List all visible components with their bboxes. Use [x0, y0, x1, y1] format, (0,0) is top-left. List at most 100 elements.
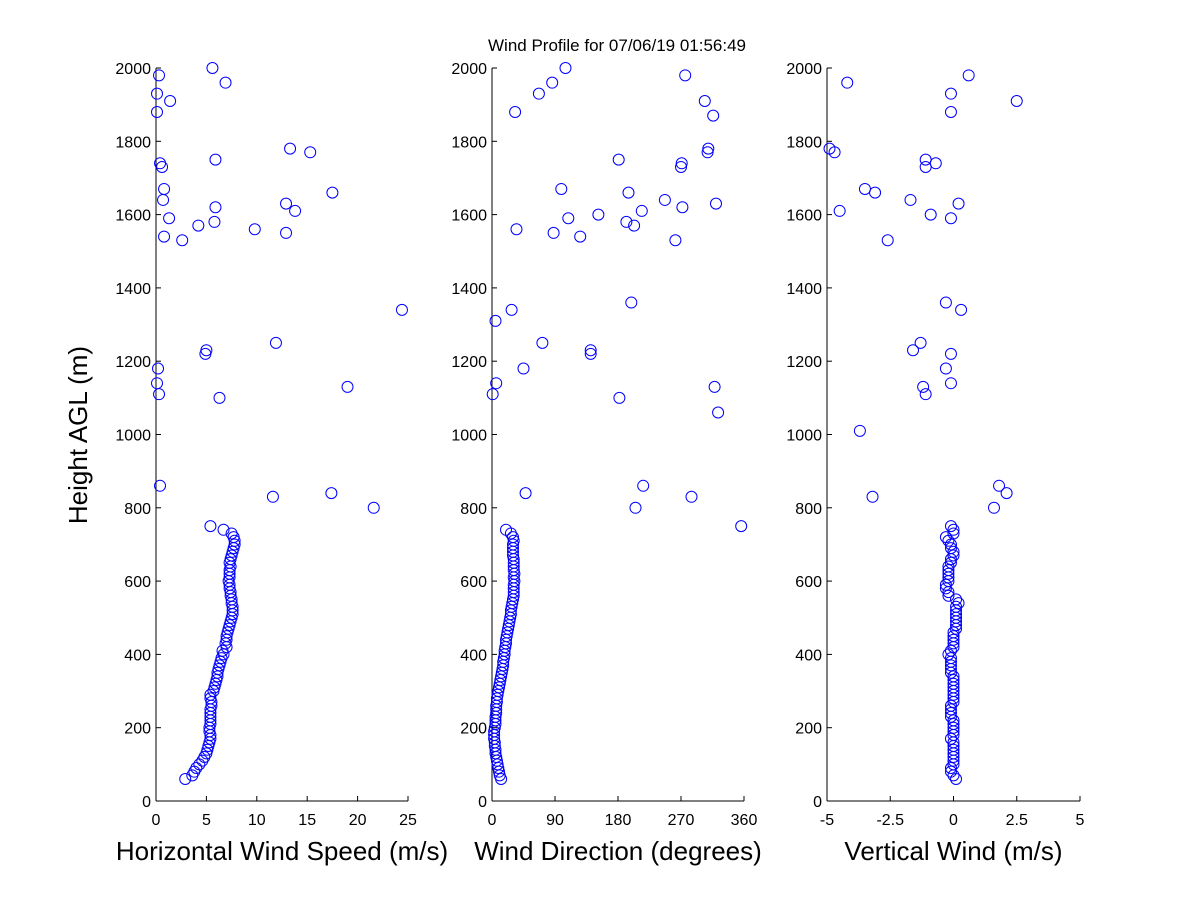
- data-point: [676, 201, 689, 214]
- data-point: [158, 182, 171, 195]
- data-point: [559, 62, 572, 74]
- data-point: [269, 336, 282, 349]
- data-point: [944, 762, 957, 775]
- y-tick-label: 1600: [451, 208, 487, 225]
- data-point: [625, 296, 638, 309]
- data-point: [266, 490, 279, 503]
- data-point: [157, 193, 170, 206]
- y-tick-label: 0: [813, 794, 822, 811]
- data-point: [341, 380, 354, 393]
- data-point: [486, 388, 499, 401]
- data-point: [907, 344, 920, 357]
- data-point: [289, 204, 302, 217]
- data-point: [500, 523, 512, 536]
- data-point: [708, 380, 721, 393]
- data-point: [939, 296, 952, 309]
- data-point: [546, 76, 559, 89]
- data-point: [207, 685, 220, 698]
- data-point: [944, 542, 957, 555]
- x-tick-label: 180: [605, 812, 632, 829]
- y-tick-label: 2000: [115, 61, 151, 78]
- x-tick-label: 0: [152, 812, 161, 829]
- data-point: [154, 479, 167, 492]
- data-point: [217, 648, 230, 661]
- y-tick-label: 1200: [451, 354, 487, 371]
- data-point: [952, 197, 965, 210]
- data-point: [510, 223, 523, 236]
- data-point: [869, 186, 882, 199]
- panel-1: 0 200 400 600 800 1000 1200 1400 1600 1800 2000 0 5 1…: [115, 61, 448, 866]
- data-point: [151, 377, 164, 390]
- x-tick-label: 20: [349, 812, 367, 829]
- data-point: [509, 105, 522, 118]
- data-point: [947, 769, 960, 782]
- y-tick-label: 400: [460, 647, 487, 664]
- data-point: [881, 234, 894, 247]
- data-point: [224, 615, 237, 628]
- data-point: [613, 391, 626, 404]
- data-point: [612, 153, 625, 166]
- x-tick-label: 360: [731, 812, 758, 829]
- data-point: [221, 626, 234, 639]
- data-point: [950, 593, 963, 606]
- data-point: [944, 105, 957, 118]
- data-point: [947, 626, 960, 639]
- data-point: [199, 347, 212, 360]
- y-tick-label: 1000: [115, 428, 151, 445]
- data-point: [712, 406, 725, 419]
- data-point: [163, 212, 176, 225]
- data-point: [209, 201, 222, 214]
- data-point: [1010, 94, 1023, 107]
- x-axis-label: Horizontal Wind Speed (m/s): [116, 836, 448, 866]
- data-point: [823, 142, 836, 155]
- data-point: [504, 527, 517, 540]
- data-point: [944, 732, 957, 745]
- data-point: [944, 699, 957, 712]
- data-point: [219, 76, 232, 89]
- data-point: [853, 424, 866, 437]
- y-tick-label: 600: [124, 574, 151, 591]
- data-point: [942, 648, 955, 661]
- y-tick-label: 1400: [451, 281, 487, 298]
- y-tick-label: 400: [795, 647, 822, 664]
- data-point: [214, 655, 227, 668]
- data-point: [574, 230, 587, 243]
- data-point: [950, 773, 963, 786]
- data-point: [942, 534, 955, 547]
- y-tick-label: 200: [124, 721, 151, 738]
- y-tick-label: 2000: [451, 61, 487, 78]
- data-point: [208, 215, 221, 228]
- data-point: [223, 619, 236, 632]
- data-point: [675, 157, 688, 170]
- x-tick-label: 10: [248, 812, 266, 829]
- data-point: [942, 560, 955, 573]
- y-tick-label: 1800: [451, 134, 487, 151]
- y-tick-label: 1800: [786, 134, 822, 151]
- data-point: [248, 223, 261, 236]
- data-point: [562, 212, 575, 225]
- data-point: [164, 94, 177, 107]
- data-point: [947, 549, 960, 562]
- data-point: [204, 688, 217, 701]
- data-point: [592, 208, 605, 221]
- panel-3: 0 200 400 600 800 1000 1200 1400 1600 1800 2000 -5 -…: [786, 61, 1084, 866]
- data-point: [947, 633, 960, 646]
- data-point: [204, 520, 217, 533]
- y-tick-label: 0: [142, 794, 151, 811]
- data-point: [519, 487, 532, 500]
- data-point: [629, 501, 642, 514]
- data-point: [584, 344, 597, 357]
- data-point: [904, 193, 917, 206]
- y-tick-label: 1600: [115, 208, 151, 225]
- data-point: [939, 578, 952, 591]
- data-point: [325, 487, 338, 500]
- data-point: [190, 762, 203, 775]
- data-point: [944, 652, 957, 665]
- data-point: [280, 226, 293, 239]
- y-tick-label: 1400: [786, 281, 822, 298]
- data-point: [202, 740, 215, 753]
- data-point: [284, 142, 297, 155]
- data-point: [201, 743, 214, 756]
- data-point: [735, 520, 748, 533]
- data-point: [947, 527, 960, 540]
